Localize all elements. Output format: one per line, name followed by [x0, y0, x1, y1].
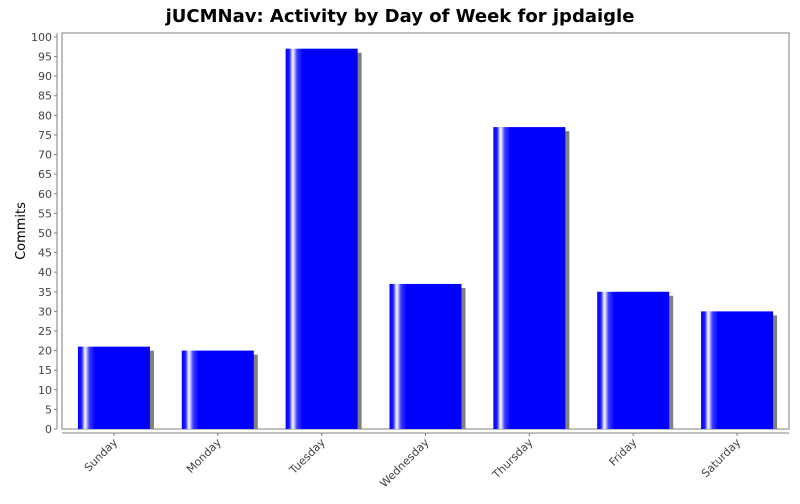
y-tick-label: 75 [38, 129, 52, 142]
y-tick-label: 0 [45, 423, 52, 436]
y-tick-label: 95 [38, 51, 52, 64]
y-tick-label: 20 [38, 345, 52, 358]
y-tick-label: 45 [38, 247, 52, 260]
y-tick-label: 25 [38, 325, 52, 338]
bar [389, 283, 462, 429]
x-tick-label: Tuesday [286, 436, 328, 478]
y-tick-label: 100 [31, 31, 52, 44]
y-tick-label: 40 [38, 266, 52, 279]
x-tick-label: Wednesday [377, 436, 432, 491]
chart-title: jUCMNav: Activity by Day of Week for jpd… [165, 6, 635, 27]
bar [181, 350, 254, 429]
x-tick-label: Thursday [489, 436, 535, 482]
y-axis-label: Commits [14, 202, 29, 260]
x-tick-label: Saturday [699, 436, 744, 481]
y-tick-label: 55 [38, 207, 52, 220]
y-tick-label: 90 [38, 70, 52, 83]
y-tick-label: 80 [38, 109, 52, 122]
bar [285, 48, 358, 429]
x-tick-label: Monday [184, 436, 224, 476]
bar [597, 291, 670, 429]
y-tick-label: 35 [38, 286, 52, 299]
bar [701, 311, 774, 429]
y-tick-label: 65 [38, 168, 52, 181]
y-tick-label: 50 [38, 227, 52, 240]
y-tick-label: 30 [38, 305, 52, 318]
x-tick-label: Friday [607, 436, 640, 469]
y-tick-label: 10 [38, 384, 52, 397]
bar [493, 127, 566, 430]
y-tick-label: 85 [38, 90, 52, 103]
y-tick-label: 5 [45, 403, 52, 416]
bar [77, 346, 150, 429]
x-tick-label: Sunday [82, 436, 121, 475]
y-tick-label: 15 [38, 364, 52, 377]
plot-area: 0 5 10 15 20 25 30 35 40 45 50 55 60 65 70 75 80 85 90 95 10… [31, 31, 790, 491]
y-tick-label: 70 [38, 149, 52, 162]
y-tick-label: 60 [38, 188, 52, 201]
